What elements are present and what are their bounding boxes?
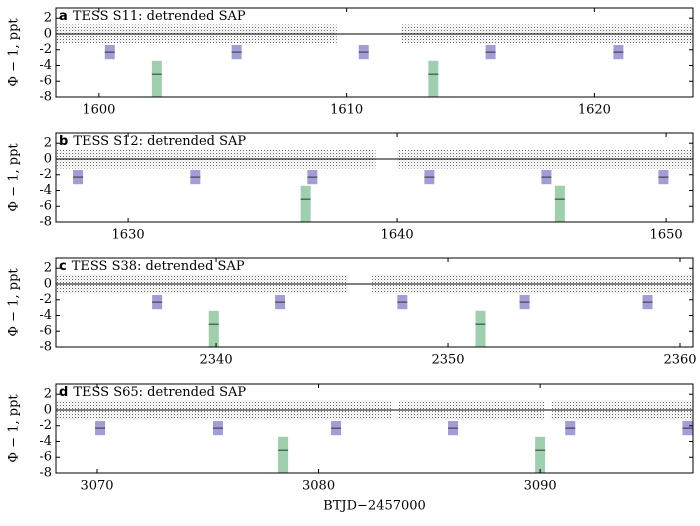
panel-title: TESS S65: detrended SAP	[73, 385, 246, 400]
y-tick-label: 0	[44, 276, 52, 291]
transit-box	[151, 60, 162, 97]
y-tick-label: -6	[39, 74, 52, 89]
panel-label: c TESS S38: detrended SAP	[59, 259, 245, 274]
y-tick-label: -8	[39, 90, 52, 105]
x-tick-label: 1620	[578, 103, 611, 118]
y-tick-label: -8	[39, 340, 52, 355]
panel-label: d TESS S65: detrended SAP	[59, 385, 246, 400]
transit-box	[278, 436, 289, 473]
y-axis-label: Φ − 1, ppt	[7, 268, 22, 337]
y-tick-label: -2	[39, 292, 52, 307]
y-axis-label: Φ − 1, ppt	[7, 18, 22, 87]
plot-area	[56, 400, 693, 473]
y-axis-label: Φ − 1, ppt	[7, 143, 22, 212]
y-tick-label: -8	[39, 466, 52, 481]
x-tick-label: 2340	[200, 353, 233, 368]
transit-box	[475, 310, 486, 347]
x-tick-label: 3070	[80, 479, 113, 494]
y-tick-label: 0	[44, 151, 52, 166]
x-tick-label: 3080	[302, 479, 335, 494]
transit-box	[208, 310, 219, 347]
y-tick-label: 2	[44, 387, 52, 402]
x-tick-label: 1650	[650, 228, 683, 243]
plot-area	[56, 24, 693, 97]
y-tick-label: -6	[39, 324, 52, 339]
y-tick-label: -2	[39, 42, 52, 57]
x-tick-label: 3090	[524, 479, 557, 494]
transit-box	[535, 436, 546, 473]
transit-box	[300, 185, 311, 222]
y-tick-label: -4	[39, 308, 52, 323]
y-tick-label: 2	[44, 261, 52, 276]
plot-area	[56, 149, 693, 222]
panel-title: TESS S11: detrended SAP	[73, 9, 246, 24]
panel-letter: c	[59, 259, 67, 274]
y-tick-label: -2	[39, 167, 52, 182]
panel-label: b TESS S12: detrended SAP	[59, 134, 246, 149]
y-tick-label: -4	[39, 183, 52, 198]
x-tick-label: 1610	[330, 103, 363, 118]
x-tick-label: 1640	[381, 228, 414, 243]
frame	[55, 257, 694, 348]
y-tick-label: -8	[39, 215, 52, 230]
transit-box	[554, 185, 565, 222]
y-axis-label: Φ − 1, ppt	[7, 394, 22, 463]
x-axis-label: BTJD−2457000	[323, 499, 426, 514]
y-tick-label: 2	[44, 136, 52, 151]
panel-title: TESS S12: detrended SAP	[73, 134, 246, 149]
frame	[55, 132, 694, 223]
x-tick-label: 1600	[82, 103, 115, 118]
x-tick-label: 2350	[431, 353, 464, 368]
y-tick-label: -6	[39, 199, 52, 214]
x-tick-label: 2360	[663, 353, 696, 368]
y-tick-label: -2	[39, 418, 52, 433]
y-tick-label: -4	[39, 58, 52, 73]
panel-letter: b	[59, 134, 68, 149]
y-tick-label: 0	[44, 26, 52, 41]
y-tick-label: 0	[44, 402, 52, 417]
panel-label: a TESS S11: detrended SAP	[59, 9, 246, 24]
y-tick-label: 2	[44, 11, 52, 26]
y-tick-label: -6	[39, 450, 52, 465]
transit-box	[428, 60, 439, 97]
frame	[55, 7, 694, 98]
plot-area	[56, 274, 693, 347]
panel-letter: a	[59, 9, 68, 24]
panel-letter: d	[59, 385, 68, 400]
frame	[55, 383, 694, 474]
panel-title: TESS S38: detrended SAP	[72, 259, 245, 274]
y-tick-label: -4	[39, 434, 52, 449]
x-tick-label: 1630	[112, 228, 145, 243]
